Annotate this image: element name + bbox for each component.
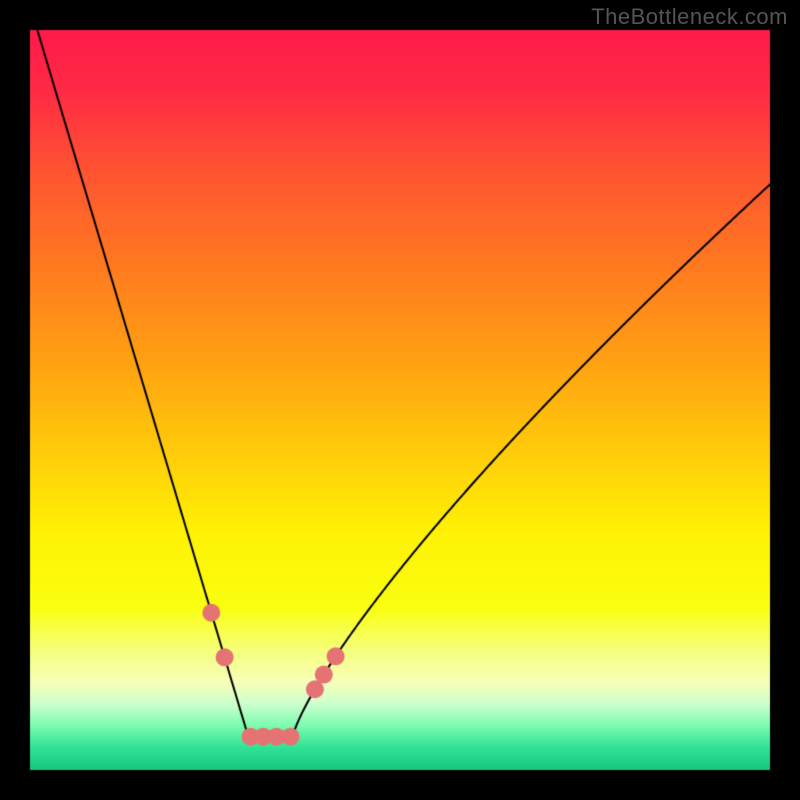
watermark-text: TheBottleneck.com bbox=[591, 4, 788, 30]
outer-frame: TheBottleneck.com bbox=[0, 0, 800, 800]
plot-canvas bbox=[0, 0, 800, 800]
